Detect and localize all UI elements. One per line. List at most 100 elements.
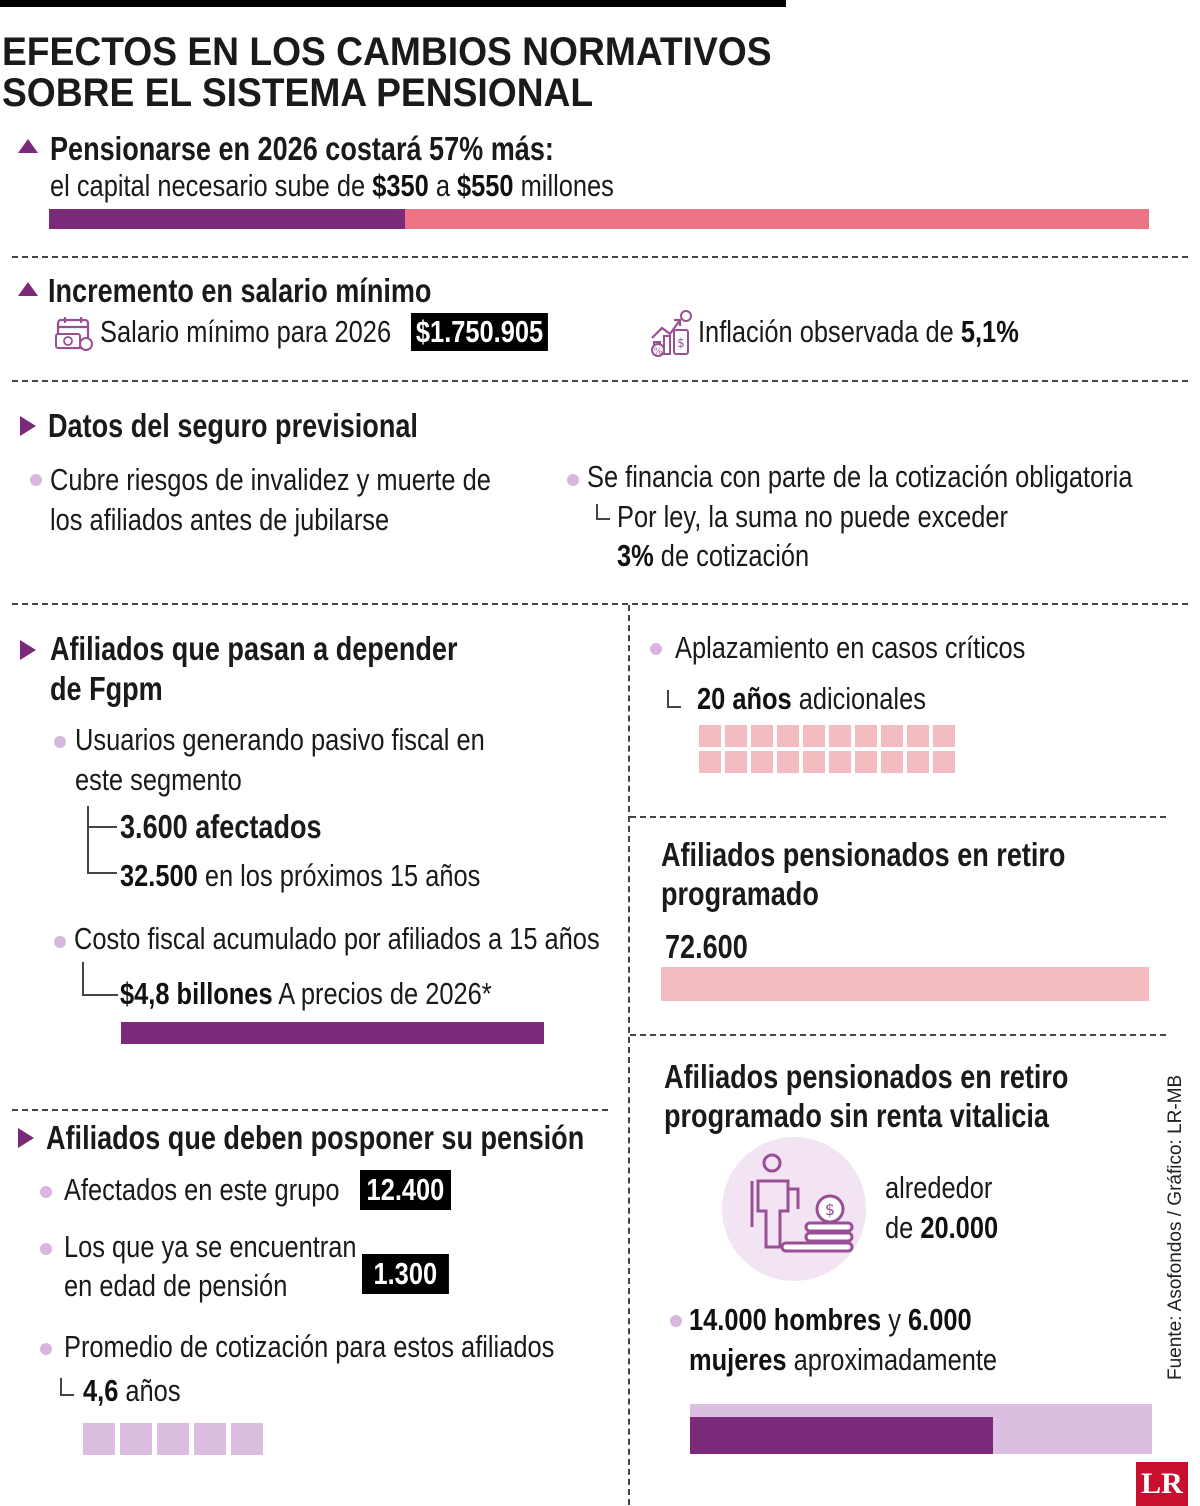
programmed-value: 72.600	[665, 928, 748, 965]
lr-logo: LR	[1136, 1462, 1188, 1506]
divider-2	[12, 380, 1188, 382]
year-square	[699, 725, 721, 747]
top-rule	[0, 0, 786, 7]
insurance-item1-line1: Cubre riesgos de invalidez y muerte de	[50, 462, 491, 497]
cost-text-b: a	[428, 168, 458, 203]
year-square	[907, 725, 929, 747]
postpone-average: 4,6 años	[83, 1373, 181, 1409]
postpone-item3-line1: Promedio de cotización para estos afilia…	[64, 1329, 555, 1364]
bullet-dot	[40, 1243, 52, 1255]
inflation-text: Inflación observada de 5,1%	[698, 314, 1019, 350]
fgpm-future-value: 32.500	[120, 858, 198, 893]
year-square	[194, 1423, 226, 1455]
defer-item-label: Aplazamiento en casos críticos	[675, 630, 1026, 665]
no-annuity-split-line1: 14.000 hombres y 6.000	[689, 1302, 972, 1338]
fgpm-cost-text: A precios de 2026*	[272, 976, 492, 1011]
fgpm-item1-line1: Usuarios generando pasivo fiscal en	[75, 722, 485, 757]
postpone-average-text: años	[118, 1373, 181, 1408]
title-line-1: EFECTOS EN LOS CAMBIOS NORMATIVOS	[2, 30, 772, 74]
page-title: EFECTOS EN LOS CAMBIOS NORMATIVOS SOBRE …	[2, 30, 829, 116]
postpone-item1-label: Afectados en este grupo	[64, 1172, 340, 1207]
no-annuity-heading-line2: programado sin renta vitalicia	[664, 1097, 1049, 1134]
postpone-item1-value: 12.400	[360, 1170, 451, 1210]
fgpm-cost: $4,8 billones A precios de 2026*	[120, 976, 492, 1012]
no-annuity-approx-line2: de 20.000	[885, 1210, 998, 1246]
insurance-heading: Datos del seguro previsional	[48, 407, 418, 444]
fgpm-cost-bar	[121, 1022, 544, 1044]
year-square	[157, 1423, 189, 1455]
insurance-item2-sub-line2: 3% de cotización	[617, 538, 809, 574]
women-label: mujeres	[689, 1342, 787, 1377]
elbow-connector	[82, 962, 118, 996]
tree-branch	[87, 872, 117, 874]
year-square	[751, 725, 773, 747]
elbow-connector	[60, 1378, 74, 1396]
year-square	[855, 725, 877, 747]
cost-text: el capital necesario sube de $350 a $550…	[50, 168, 614, 204]
postpone-item2-line2: en edad de pensión	[64, 1268, 288, 1303]
calendar-money-icon	[55, 317, 93, 351]
divider-3	[12, 603, 1188, 605]
insurance-item1-line2: los afiliados antes de jubilarse	[50, 502, 390, 537]
svg-text:$: $	[825, 1200, 835, 1219]
cost-value-to: $550	[457, 168, 514, 203]
year-square	[933, 751, 955, 773]
bullet-dot	[30, 474, 42, 486]
elbow-connector	[596, 504, 610, 520]
programmed-heading-line1: Afiliados pensionados en retiro	[661, 836, 1066, 873]
bullet-dot	[40, 1343, 52, 1355]
no-annuity-heading-line1: Afiliados pensionados en retiro	[664, 1058, 1069, 1095]
year-square	[751, 751, 773, 773]
no-annuity-approx-prefix: de	[885, 1210, 921, 1245]
inflation-value: 5,1%	[960, 314, 1019, 349]
source-note: Fuente: Asofondos / Gráfico: LR-MB	[1165, 1074, 1186, 1380]
fgpm-item1-line2: este segmento	[75, 762, 242, 797]
postpone-item2-value: 1.300	[362, 1254, 449, 1294]
no-annuity-approx-value: 20.000	[920, 1210, 999, 1245]
year-square	[803, 751, 825, 773]
bullet-dot	[54, 736, 66, 748]
svg-text:%: %	[654, 347, 663, 357]
postpone-heading: Afiliados que deben posponer su pensión	[46, 1119, 585, 1156]
divider-6	[630, 1034, 1166, 1036]
year-square	[725, 751, 747, 773]
programmed-bar	[661, 967, 1149, 1001]
column-divider	[628, 605, 630, 1505]
triangle-up-icon	[18, 139, 38, 153]
defer-text: adicionales	[791, 681, 926, 716]
person-coins-icon: $	[722, 1137, 866, 1281]
year-square	[83, 1423, 115, 1455]
min-wage-value: $1.750.905	[411, 313, 549, 351]
divider-1	[12, 256, 1188, 258]
fgpm-future-text: en los próximos 15 años	[197, 858, 481, 893]
year-square	[881, 751, 903, 773]
bullet-dot	[670, 1315, 682, 1327]
defer-value-line: 20 años adicionales	[697, 681, 926, 717]
year-square	[231, 1423, 263, 1455]
defer-value: 20 años	[697, 681, 792, 716]
year-square	[777, 751, 799, 773]
logo-text: LR	[1141, 1467, 1183, 1500]
triangle-right-icon	[20, 640, 36, 660]
tree-branch	[87, 826, 117, 828]
fgpm-heading-line2: de Fgpm	[50, 670, 163, 707]
men-bar	[690, 1417, 994, 1454]
triangle-right-icon	[20, 416, 36, 436]
women-text: aproximadamente	[786, 1342, 998, 1377]
cost-value-from: $350	[372, 168, 429, 203]
tree-connector	[87, 806, 89, 872]
year-square	[907, 751, 929, 773]
women-value: 6.000	[908, 1302, 972, 1337]
year-square	[829, 751, 851, 773]
fgpm-item2-line1: Costo fiscal acumulado por afiliados a 1…	[74, 921, 600, 956]
inflation-chart-icon: $ %	[651, 310, 692, 357]
year-square	[699, 751, 721, 773]
year-square	[933, 725, 955, 747]
bullet-dot	[650, 643, 662, 655]
year-square	[803, 725, 825, 747]
cost-bar-old-value	[49, 209, 406, 229]
fgpm-cost-value: $4,8 billones	[120, 976, 273, 1011]
programmed-heading-line2: programado	[661, 875, 819, 912]
wage-heading: Incremento en salario mínimo	[48, 272, 432, 309]
year-square	[777, 725, 799, 747]
